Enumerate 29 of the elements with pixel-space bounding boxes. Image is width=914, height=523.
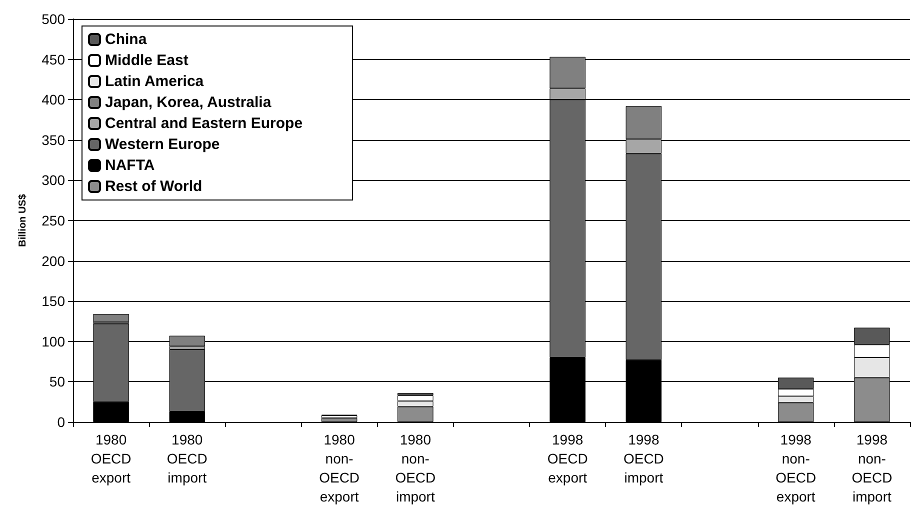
y-tick-label: 400	[42, 92, 66, 108]
legend-label: Central and Eastern Europe	[105, 115, 303, 132]
x-tick-label: 1998 non-OECD import	[852, 432, 892, 504]
legend-label: Western Europe	[105, 136, 220, 153]
y-axis-title: Billion US$	[18, 194, 28, 247]
y-tick-label: 350	[42, 132, 66, 148]
x-tick-label: 1998 OECD export	[547, 432, 588, 486]
y-tick-label: 150	[42, 293, 66, 310]
y-tick-label: 0	[57, 414, 66, 430]
legend-label: NAFTA	[105, 157, 155, 174]
y-tick-label: 300	[42, 172, 66, 188]
x-tick-label: 1980 non-OECD export	[319, 432, 360, 504]
legend-label: Middle East	[105, 52, 188, 69]
x-tick-label: 1980 non-OECD import	[395, 432, 436, 504]
x-tick-label: 1998 non-OECD export	[776, 432, 816, 504]
x-tick-label: 1980 OECD import	[166, 432, 208, 486]
y-tick-label: 500	[42, 11, 66, 27]
y-tick-label: 50	[49, 374, 66, 390]
y-tick-label: 450	[42, 51, 66, 68]
legend-label: China	[105, 31, 148, 48]
x-tick-label: 1998 OECD import	[623, 432, 664, 486]
legend-label: Rest of World	[105, 178, 202, 195]
legend-label: Latin America	[105, 73, 204, 90]
y-tick-label: 200	[42, 252, 66, 269]
legend-label: Japan, Korea, Australia	[105, 94, 272, 111]
y-tick-label: 250	[42, 212, 66, 228]
x-tick-label: 1980 OECD export	[90, 432, 132, 486]
y-tick-label: 100	[42, 333, 66, 350]
bar	[321, 418, 358, 422]
